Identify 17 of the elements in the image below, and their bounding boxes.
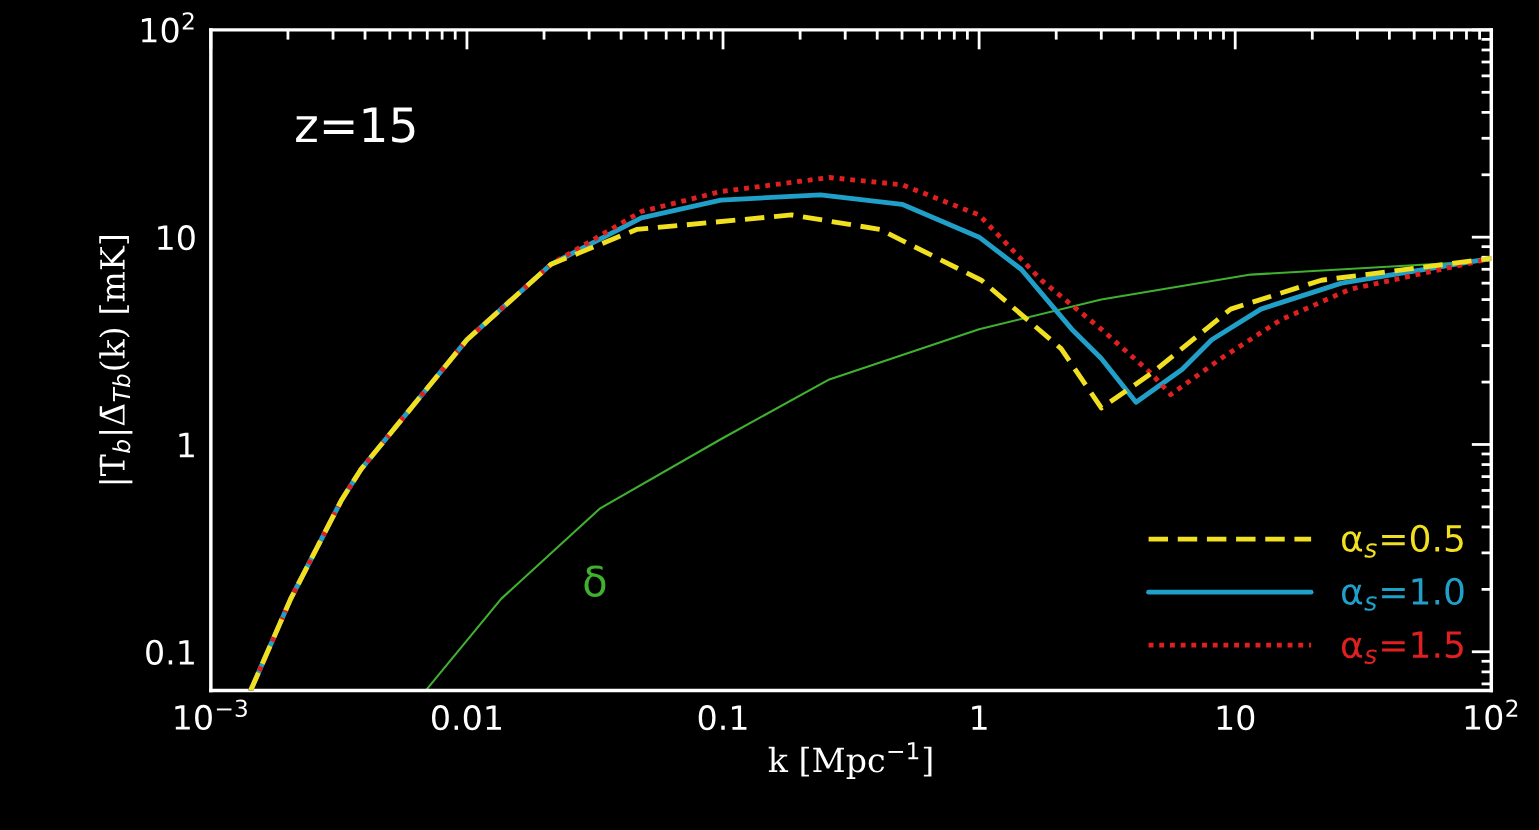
x-tick-label: 1 bbox=[972, 705, 987, 730]
x-tick-label: 10$^{2}$ bbox=[1465, 699, 1518, 730]
y-tick-label: 0.1 bbox=[146, 639, 194, 665]
y-tick-label: 1 bbox=[179, 432, 194, 458]
legend-label: α$_{s}$=0.5 bbox=[1341, 524, 1463, 558]
y-tick-label: 10 bbox=[158, 225, 195, 251]
x-axis-title: k [Mpc$^{−1}$] bbox=[768, 742, 932, 779]
annotation: δ bbox=[584, 565, 606, 597]
legend-label: α$_{s}$=1.0 bbox=[1341, 577, 1464, 611]
y-axis-title: |T̄$_{b}$|Δ̄$_{Tb}$(k) [mK] bbox=[99, 235, 133, 484]
legend-label: α$_{s}$=1.5 bbox=[1341, 631, 1463, 665]
annotation: z=15 bbox=[296, 107, 415, 143]
x-tick-label: 10$^{−3}$ bbox=[175, 699, 247, 730]
x-tick-label: 10 bbox=[1217, 705, 1255, 731]
x-tick-label: 0.1 bbox=[698, 705, 747, 731]
x-tick-label: 0.01 bbox=[432, 705, 501, 731]
y-tick-label: 10$^{2}$ bbox=[141, 12, 194, 43]
